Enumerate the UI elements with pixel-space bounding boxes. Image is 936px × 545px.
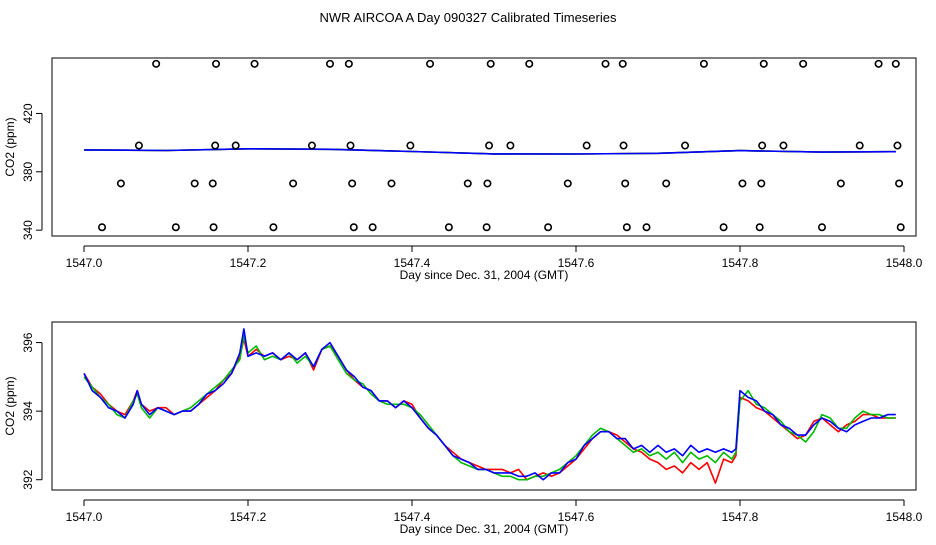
y-tick-label: 340 (21, 220, 35, 240)
data-point (344, 59, 353, 68)
data-point (307, 141, 316, 150)
data-point (621, 179, 630, 188)
data-point (622, 223, 631, 232)
x-axis-label: Day since Dec. 31, 2004 (GMT) (400, 268, 569, 282)
data-point (171, 223, 180, 232)
series-line-3 (83, 328, 896, 481)
data-point (896, 223, 905, 232)
data-point (368, 223, 377, 232)
x-tick-label: 1547.2 (230, 256, 267, 270)
data-point (483, 179, 492, 188)
data-point (642, 223, 651, 232)
x-tick-label: 1547.6 (558, 256, 595, 270)
data-point (387, 179, 396, 188)
x-tick-label: 1547.8 (722, 256, 759, 270)
x-axis-label: Day since Dec. 31, 2004 (GMT) (400, 522, 569, 536)
x-tick-label: 1547.0 (66, 510, 103, 524)
data-point (758, 141, 767, 150)
data-point (799, 59, 808, 68)
data-point (116, 179, 125, 188)
data-point (190, 179, 199, 188)
data-point (152, 59, 161, 68)
plot-frame (51, 57, 917, 237)
data-point (485, 141, 494, 150)
data-point (349, 223, 358, 232)
data-point (212, 59, 221, 68)
data-point (444, 223, 453, 232)
x-tick-label: 1547.2 (230, 510, 267, 524)
data-point (757, 179, 766, 188)
data-point (525, 59, 534, 68)
data-point (681, 141, 690, 150)
data-point (209, 223, 218, 232)
data-point (482, 223, 491, 232)
y-tick-label: 394 (21, 401, 35, 421)
series-line-1 (83, 338, 896, 484)
x-tick-label: 1547.4 (394, 510, 431, 524)
y-axis-label: CO2 (ppm) (3, 117, 17, 176)
series-line-2 (83, 334, 896, 481)
data-point (463, 179, 472, 188)
data-point (893, 141, 902, 150)
data-point (346, 141, 355, 150)
data-point (544, 223, 553, 232)
series-line-3 (83, 148, 896, 155)
y-axis-label: CO2 (ppm) (3, 376, 17, 435)
data-point (325, 59, 334, 68)
x-tick-label: 1548.0 (886, 510, 923, 524)
data-point (817, 223, 826, 232)
data-point (208, 179, 217, 188)
data-point (563, 179, 572, 188)
data-point (759, 59, 768, 68)
data-point (289, 179, 298, 188)
data-point (348, 179, 357, 188)
x-tick-label: 1547.8 (722, 510, 759, 524)
y-tick-label: 420 (21, 103, 35, 123)
data-point (855, 141, 864, 150)
y-tick-label: 396 (21, 332, 35, 352)
chart-title: NWR AIRCOA A Day 090327 Calibrated Times… (320, 10, 617, 25)
data-point (891, 59, 900, 68)
x-tick-label: 1547.6 (558, 510, 595, 524)
data-point (755, 223, 764, 232)
top-panel: 1547.0 1547.2 1547.4 1547.6 1547.8 1548.0 Day … (3, 57, 923, 282)
data-point (486, 59, 495, 68)
data-point (601, 59, 610, 68)
data-point (874, 59, 883, 68)
x-tick-label: 1547.0 (66, 256, 103, 270)
data-point (506, 141, 515, 150)
data-point (406, 141, 415, 150)
data-point (231, 141, 240, 150)
data-point (426, 59, 435, 68)
data-point (699, 59, 708, 68)
data-point (779, 141, 788, 150)
data-point (662, 179, 671, 188)
y-tick-label: 380 (21, 161, 35, 181)
data-point (836, 179, 845, 188)
data-point (98, 223, 107, 232)
data-point (619, 141, 628, 150)
data-point (895, 179, 904, 188)
data-point (134, 141, 143, 150)
plot-frame (51, 321, 917, 491)
y-tick-label: 392 (21, 469, 35, 489)
data-point (582, 141, 591, 150)
data-point (618, 59, 627, 68)
data-point (211, 141, 220, 150)
x-tick-label: 1548.0 (886, 256, 923, 270)
x-tick-label: 1547.4 (394, 256, 431, 270)
bottom-panel: 1547.0 1547.2 1547.4 1547.6 1547.8 1548.0 Day … (3, 321, 923, 536)
data-point (250, 59, 259, 68)
data-point (719, 223, 728, 232)
data-point (738, 179, 747, 188)
data-point (269, 223, 278, 232)
